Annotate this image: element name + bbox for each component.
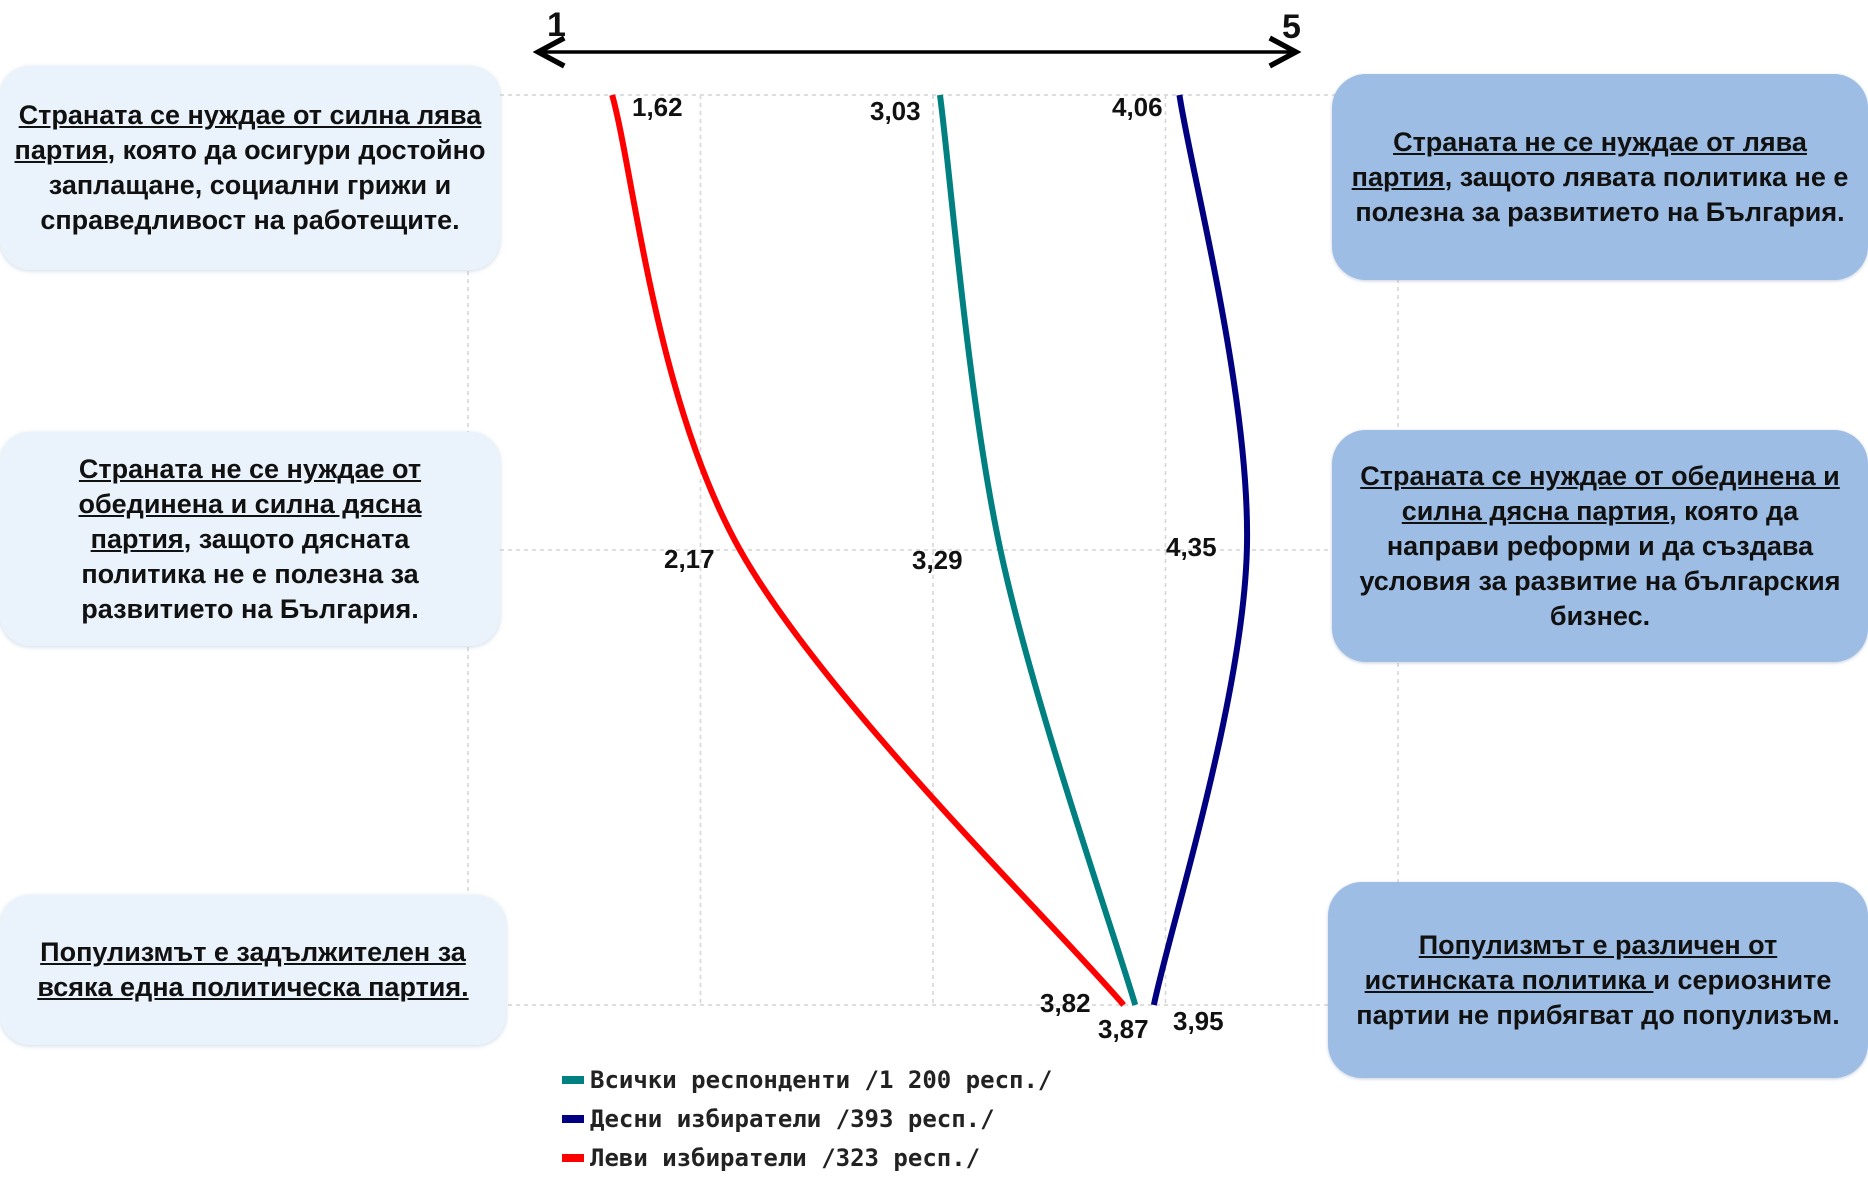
statement-right-2-rest: , която да направи реформи и да създава … <box>1359 495 1841 631</box>
statement-left-1-underlined: Страната се нуждае от силна лява партия <box>14 100 482 165</box>
statement-left-2-underlined: Страната не се нуждае от обединена и сил… <box>78 453 422 554</box>
statement-right-3: Популизмът е различен от истинската поли… <box>1328 882 1868 1078</box>
legend-label-left-voters: Леви избиратели /323 респ./ <box>590 1143 981 1172</box>
value-label-right-voters-1: 4,06 <box>1112 92 1163 122</box>
legend-item-right-voters: Десни избиратели /393 респ./ <box>562 1099 1052 1138</box>
statement-right-1-underlined: Страната не се нуждае от лява партия <box>1351 126 1807 192</box>
statement-right-2-underlined: Страната се нуждае от обединена и силна … <box>1360 460 1840 526</box>
scale-min-label: 1 <box>547 6 566 44</box>
legend-label-right-voters: Десни избиратели /393 респ./ <box>590 1104 995 1133</box>
value-label-right-voters-2: 4,35 <box>1166 532 1217 562</box>
series-line-left-voters <box>609 94 1126 1007</box>
legend-swatch-left-voters <box>562 1153 584 1162</box>
statement-left-2: Страната не се нуждае от обединена и сил… <box>0 432 500 646</box>
legend-label-all: Всички респонденти /1 200 респ./ <box>590 1065 1053 1094</box>
value-label-left-voters-2: 2,17 <box>664 544 715 574</box>
statement-left-3-underlined: Популизмът е задължителен за всяка една … <box>37 937 469 1002</box>
value-label-all-1: 3,03 <box>870 96 921 126</box>
statement-left-1: Страната се нуждае от силна лява партия,… <box>0 66 500 270</box>
series-lines <box>609 94 1251 1007</box>
legend-item-left-voters: Леви избиратели /323 респ./ <box>562 1138 1052 1177</box>
value-label-left-voters-1: 1,62 <box>632 92 683 122</box>
series-line-all <box>937 94 1139 1006</box>
value-label-right-voters-3: 3,95 <box>1173 1006 1224 1036</box>
legend: Всички респонденти /1 200 респ./ Десни и… <box>562 1060 1052 1177</box>
scale-max-label: 5 <box>1282 8 1301 46</box>
value-label-left-voters-3: 3,82 <box>1040 988 1091 1018</box>
grid <box>467 94 1410 1006</box>
legend-item-all: Всички респонденти /1 200 респ./ <box>562 1060 1052 1099</box>
statement-right-1: Страната не се нуждае от лява партия, за… <box>1332 74 1868 280</box>
statement-left-3: Популизмът е задължителен за всяка една … <box>0 895 506 1045</box>
value-label-all-3: 3,87 <box>1098 1014 1149 1044</box>
value-label-all-2: 3,29 <box>912 545 963 575</box>
statement-right-3-rest: и сериозните партии не прибягват до попу… <box>1356 964 1840 1030</box>
legend-swatch-all <box>562 1075 584 1084</box>
statement-left-2-rest: , защото дясната политика не е полезна з… <box>81 523 419 624</box>
series-line-right-voters <box>1150 94 1251 1006</box>
statement-left-1-rest: , която да осигури достойно заплащане, с… <box>40 135 486 235</box>
legend-swatch-right-voters <box>562 1114 584 1123</box>
statement-right-1-rest: , защото лявата политика не е полезна за… <box>1355 161 1849 227</box>
statement-right-3-underlined: Популизмът е различен от истинската поли… <box>1364 929 1778 995</box>
statement-right-2: Страната се нуждае от обединена и силна … <box>1332 430 1868 662</box>
